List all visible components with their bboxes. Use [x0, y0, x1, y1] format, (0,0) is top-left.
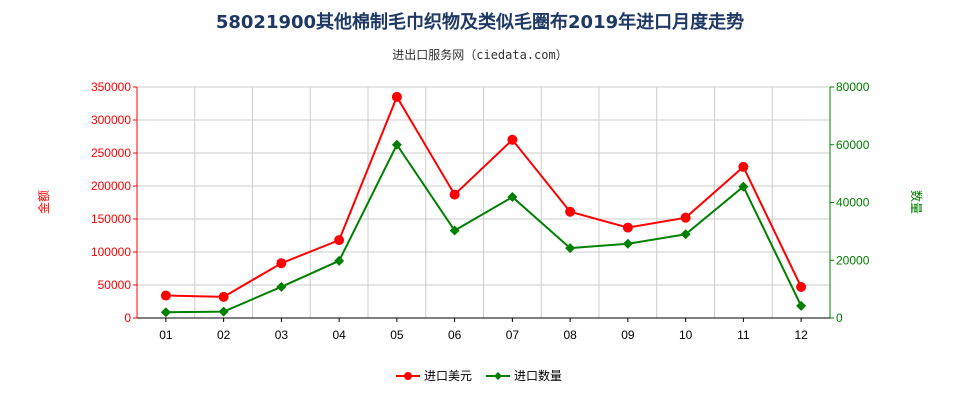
series-2-point: [276, 281, 287, 292]
series-1-point: [334, 235, 345, 246]
series-1-point: [218, 291, 229, 302]
series-1-point: [622, 222, 633, 233]
series-2-point: [622, 238, 633, 249]
series-2-point: [160, 307, 171, 318]
series-line-1: [165, 94, 803, 298]
left-tick-label: 150000: [91, 212, 131, 226]
right-axis-label: 数量: [909, 190, 924, 214]
x-tick-label: 06: [448, 328, 462, 342]
series-2-point: [507, 192, 518, 203]
right-tick-label: 0: [836, 311, 843, 325]
series-1-point: [796, 281, 807, 292]
legend-label: 进口数量: [514, 368, 562, 383]
series-1-point: [738, 161, 749, 172]
series-2-point: [738, 181, 749, 192]
series-1-point: [680, 212, 691, 223]
series-1-point: [391, 91, 402, 102]
legend: 进口美元 进口数量: [396, 368, 562, 383]
left-tick-label: 300000: [91, 113, 131, 127]
right-tick-label: 20000: [836, 253, 870, 267]
chart-title: 58021900其他棉制毛巾织物及类似毛圈布2019年进口月度走势: [215, 12, 745, 33]
x-tick-label: 08: [563, 328, 577, 342]
left-tick-label: 50000: [98, 278, 132, 292]
x-tick-label: 04: [332, 328, 346, 342]
series-1-point: [507, 134, 518, 145]
left-tick-label: 250000: [91, 146, 131, 160]
x-tick-label: 12: [794, 328, 808, 342]
legend-label: 进口美元: [424, 369, 472, 383]
left-tick-label: 0: [124, 311, 131, 325]
x-tick-label: 03: [275, 328, 289, 342]
series-1-point: [276, 258, 287, 269]
x-tick-label: 05: [390, 328, 404, 342]
x-tick-label: 09: [621, 328, 635, 342]
x-tick-label: 01: [159, 328, 173, 342]
series-group: [160, 91, 807, 318]
chart-subtitle: 进出口服务网（ciedata.com）: [392, 48, 568, 62]
right-tick-label: 80000: [836, 80, 870, 94]
series-2-point: [218, 306, 229, 317]
right-tick-label: 40000: [836, 196, 870, 210]
x-tick-label: 11: [737, 328, 750, 342]
legend-swatch-marker: [404, 372, 412, 380]
legend-swatch-marker: [494, 372, 502, 380]
series-2-point: [796, 300, 807, 311]
x-tick-label: 07: [506, 328, 520, 342]
series-2-point: [334, 255, 345, 266]
left-tick-label: 100000: [91, 245, 131, 259]
left-tick-label: 350000: [91, 80, 131, 94]
series-1-point: [565, 206, 576, 217]
right-tick-label: 60000: [836, 138, 870, 152]
x-tick-label: 02: [217, 328, 231, 342]
series-1-point: [160, 290, 171, 301]
left-axis-label: 金额: [36, 190, 51, 214]
axes: 0500001000001500002000002500003000003500…: [91, 80, 870, 342]
series-2-point: [391, 139, 402, 150]
grid-lines: [136, 86, 831, 319]
series-line-2: [165, 142, 803, 314]
left-tick-label: 200000: [91, 179, 131, 193]
series-2-point: [449, 225, 460, 236]
series-1-point: [449, 189, 460, 200]
series-2-point: [565, 243, 576, 254]
x-tick-label: 10: [679, 328, 693, 342]
series-2-point: [680, 229, 691, 240]
